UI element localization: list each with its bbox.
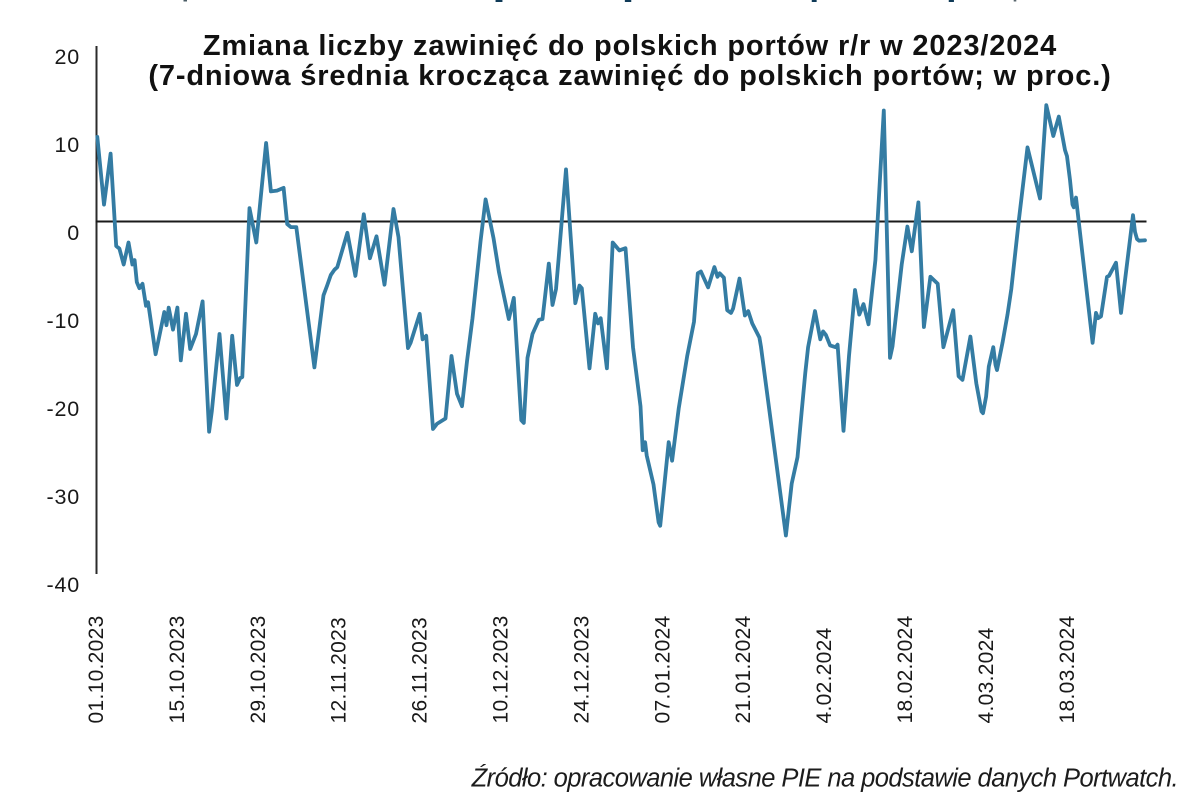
- svg-text:(7-dniowa średnia krocząca zaw: (7-dniowa średnia krocząca zawinięć do p…: [148, 60, 1111, 92]
- svg-text:01.10.2023: 01.10.2023: [85, 615, 108, 723]
- svg-text:Źródło: opracowanie własne PIE: Źródło: opracowanie własne PIE na podsta…: [471, 764, 1178, 793]
- svg-text:Zmiana liczby zawinięć do pols: Zmiana liczby zawinięć do polskich portó…: [203, 30, 1057, 62]
- svg-text:21.01.2024: 21.01.2024: [732, 615, 755, 723]
- svg-text:4.03.2024: 4.03.2024: [975, 627, 998, 723]
- svg-text:07.01.2024: 07.01.2024: [651, 615, 674, 723]
- svg-text:26.11.2023: 26.11.2023: [409, 617, 432, 724]
- svg-text:0: 0: [67, 221, 80, 245]
- svg-text:-10: -10: [47, 309, 80, 333]
- svg-text:29.10.2023: 29.10.2023: [247, 615, 270, 723]
- svg-text:-40: -40: [47, 573, 80, 597]
- svg-text:18.03.2024: 18.03.2024: [1056, 615, 1079, 723]
- svg-text:10: 10: [54, 133, 80, 157]
- svg-text:4.02.2024: 4.02.2024: [813, 627, 836, 723]
- svg-text:12.11.2023: 12.11.2023: [328, 617, 351, 724]
- svg-text:-30: -30: [47, 485, 80, 509]
- svg-text:24.12.2023: 24.12.2023: [570, 615, 593, 723]
- svg-text:10.12.2023: 10.12.2023: [490, 615, 513, 723]
- svg-text:20: 20: [54, 45, 80, 69]
- svg-text:18.02.2024: 18.02.2024: [894, 615, 917, 723]
- svg-text:15.10.2023: 15.10.2023: [166, 615, 189, 723]
- svg-text:-20: -20: [47, 397, 80, 421]
